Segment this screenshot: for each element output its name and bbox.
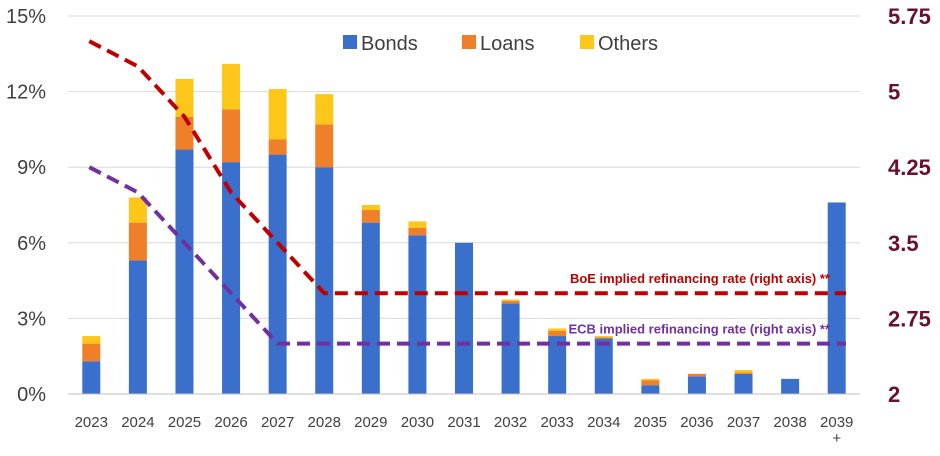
x-tick-label: 2033: [540, 414, 573, 431]
x-tick-label: 2030: [401, 414, 434, 431]
bar-bonds: [455, 242, 473, 394]
x-tick-label: 2025: [168, 414, 201, 431]
bar-loans: [82, 343, 101, 362]
bar-loans: [361, 210, 380, 223]
bar-others: [268, 89, 287, 140]
bar-bonds: [408, 235, 427, 394]
x-tick-label: +: [832, 430, 841, 447]
bar-loans: [222, 109, 241, 163]
bar-loans: [408, 227, 427, 236]
bar-others: [222, 63, 241, 110]
x-tick-label: 2034: [587, 414, 620, 431]
x-tick-label: 2028: [308, 414, 341, 431]
bar-loans: [268, 139, 287, 155]
bar-bonds: [641, 385, 660, 394]
legend-swatch-loans: [462, 35, 476, 49]
y-right-tick-label: 5: [888, 80, 900, 105]
x-tick-label: 2035: [634, 414, 667, 431]
line-annotations: BoE implied refinancing rate (right axis…: [569, 271, 831, 336]
right-y-axis: 2 2.75 3.5 4.25 5 5.75: [888, 4, 931, 407]
bar-bonds: [548, 336, 567, 394]
bar-loans: [734, 372, 753, 374]
x-tick-label: 2027: [261, 414, 294, 431]
bar-loans: [315, 124, 334, 168]
boe-line-label: BoE implied refinancing rate (right axis…: [570, 271, 831, 286]
bar-others: [82, 336, 101, 344]
bar-loans: [548, 331, 567, 337]
bar-bonds: [128, 260, 147, 394]
bar-bonds: [687, 376, 706, 394]
x-tick-label: 2037: [727, 414, 760, 431]
x-axis: 2023 2024 2025 2026 2027 2028 2029 2030 2031 2032…: [68, 393, 860, 447]
x-tick-label: 2031: [447, 414, 480, 431]
bar-loans: [128, 222, 147, 261]
bar-loans: [687, 373, 706, 377]
y-right-tick-label: 3.5: [888, 231, 919, 256]
x-tick-label: 2032: [494, 414, 527, 431]
bar-others: [641, 378, 660, 381]
x-tick-label: 2039: [820, 414, 853, 431]
bar-bonds: [827, 202, 846, 394]
legend-swatch-others: [580, 35, 594, 49]
bar-loans: [175, 116, 194, 150]
bar-others: [594, 336, 613, 338]
bar-others: [361, 205, 380, 211]
bar-loans: [501, 300, 520, 304]
bar-bonds: [781, 378, 800, 394]
left-y-axis: 0% 3% 6% 9% 12% 15%: [6, 6, 46, 406]
x-tick-label: 2036: [680, 414, 713, 431]
bar-bonds: [361, 222, 380, 394]
bar-bonds: [82, 361, 101, 394]
x-tick-label: 2023: [75, 414, 108, 431]
y-right-tick-label: 5.75: [888, 4, 931, 29]
legend-swatch-bonds: [343, 35, 357, 49]
y-left-tick-label: 6%: [17, 233, 46, 255]
bar-bonds: [268, 154, 287, 394]
y-right-tick-label: 2.75: [888, 306, 931, 331]
legend-label-others: Others: [598, 33, 658, 55]
y-left-tick-label: 9%: [17, 157, 46, 179]
bar-bonds: [734, 373, 753, 394]
bar-others: [175, 79, 194, 117]
x-tick-label: 2029: [354, 414, 387, 431]
bar-others: [734, 370, 753, 373]
y-right-tick-label: 2: [888, 382, 900, 407]
x-tick-label: 2024: [121, 414, 154, 431]
bar-loans: [641, 380, 660, 386]
bar-loans: [594, 337, 613, 339]
x-tick-label: 2026: [214, 414, 247, 431]
x-tick-label: 2038: [773, 414, 806, 431]
legend-label-loans: Loans: [480, 33, 535, 55]
y-left-tick-label: 3%: [17, 308, 46, 330]
ecb-rate-line: [88, 165, 846, 346]
boe-rate-line: [88, 39, 846, 296]
rate-lines: [88, 39, 846, 346]
bar-bonds: [594, 338, 613, 394]
bar-others: [548, 328, 567, 331]
bar-bonds: [315, 167, 334, 394]
legend: Bonds Loans Others: [343, 33, 658, 55]
bars: [82, 63, 846, 394]
bar-others: [128, 197, 147, 223]
bar-others: [501, 299, 520, 301]
bar-others: [315, 94, 334, 125]
bar-bonds: [222, 162, 241, 394]
bar-others: [408, 221, 427, 228]
y-right-tick-label: 4.25: [888, 155, 931, 180]
bar-bonds: [501, 303, 520, 394]
y-left-tick-label: 15%: [6, 6, 46, 28]
bar-bonds: [175, 149, 194, 394]
legend-label-bonds: Bonds: [361, 33, 418, 55]
y-left-tick-label: 0%: [17, 384, 46, 406]
y-left-tick-label: 12%: [6, 82, 46, 104]
ecb-line-label: ECB implied refinancing rate (right axis…: [569, 322, 831, 337]
